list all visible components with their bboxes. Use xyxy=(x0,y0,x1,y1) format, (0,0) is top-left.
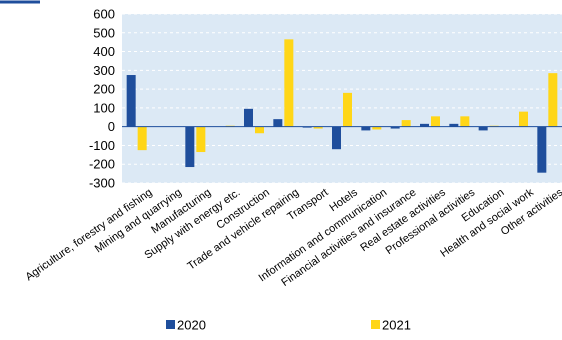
y-tick-label: 600 xyxy=(93,7,115,22)
y-tick-label: -200 xyxy=(89,157,115,172)
bar-2021 xyxy=(519,111,528,127)
bars xyxy=(126,39,558,173)
y-tick-label: 100 xyxy=(93,100,115,115)
bar-2020 xyxy=(185,126,195,168)
bar-2021 xyxy=(548,73,558,127)
bar-2021 xyxy=(372,126,382,130)
bar-2020 xyxy=(332,126,341,150)
y-tick-label: 400 xyxy=(93,44,115,59)
legend: 2020 2021 xyxy=(166,318,411,333)
legend-label-2021: 2021 xyxy=(382,318,411,333)
y-tick-label: 300 xyxy=(93,63,115,78)
bar-2021 xyxy=(313,126,323,129)
y-tick-label: 500 xyxy=(93,25,115,40)
y-tick-label: -300 xyxy=(89,176,115,191)
bar-2021 xyxy=(284,39,294,127)
bar-2020 xyxy=(273,119,283,127)
bar-2021 xyxy=(431,116,440,127)
legend-swatch-2021 xyxy=(371,320,380,329)
y-tick-label: 200 xyxy=(93,82,115,97)
gridlines xyxy=(122,13,562,184)
legend-label-2020: 2020 xyxy=(177,318,206,333)
legend-swatch-2020 xyxy=(166,320,175,329)
x-tick-label: Agriculture, forestry and fishing xyxy=(23,187,154,284)
bar-2021 xyxy=(343,92,352,127)
bar-2020 xyxy=(390,126,400,129)
x-axis-labels: Agriculture, forestry and fishingMining … xyxy=(23,186,562,289)
bar-2021 xyxy=(460,116,470,127)
bar-2020 xyxy=(449,123,459,127)
plot-area xyxy=(122,14,562,183)
bar-2021 xyxy=(401,120,411,127)
y-tick-label: -100 xyxy=(89,138,115,153)
bar-2021 xyxy=(196,126,206,153)
bar-2021 xyxy=(137,126,147,151)
bar-2021 xyxy=(255,126,264,134)
bar-2020 xyxy=(420,123,429,127)
bar-2020 xyxy=(361,126,371,131)
y-tick-label: 0 xyxy=(108,119,115,134)
y-axis-ticks: -300 -200 -100 0 100 200 300 400 500 600 xyxy=(89,7,115,191)
bar-2020 xyxy=(537,126,547,173)
bar-2020 xyxy=(478,126,488,131)
bar-2020 xyxy=(244,108,253,127)
bar-2020 xyxy=(126,75,136,127)
